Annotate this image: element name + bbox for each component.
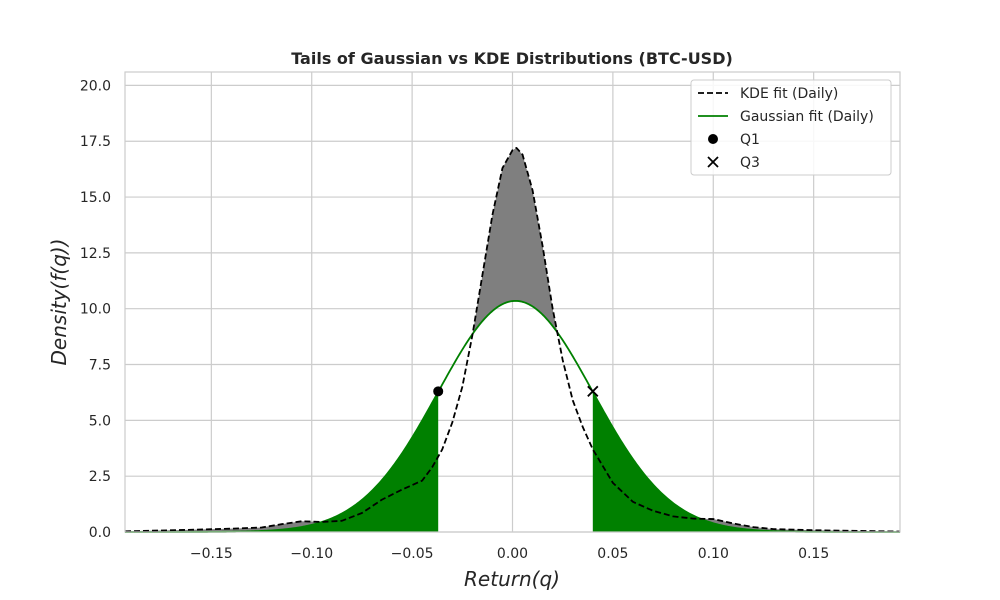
x-tick-label: 0.00 bbox=[497, 546, 528, 562]
series-lines bbox=[124, 147, 901, 533]
q3-marker bbox=[587, 385, 599, 397]
x-tick-label: −0.10 bbox=[290, 546, 333, 562]
legend-box bbox=[690, 79, 892, 176]
x-tick-label: 0.15 bbox=[798, 546, 829, 562]
legend-label: KDE fit (Daily) bbox=[740, 86, 838, 102]
quartile-markers bbox=[433, 385, 599, 397]
legend-q3: Q3 bbox=[707, 155, 760, 171]
x-tick-label: −0.15 bbox=[190, 546, 233, 562]
y-axis-label: Density(f(q)) bbox=[47, 239, 71, 366]
y-tick-label: 15.0 bbox=[80, 190, 111, 206]
x-axis-label: Return(q) bbox=[464, 567, 560, 591]
y-tick-label: 2.5 bbox=[89, 469, 111, 485]
legend-kde: KDE fit (Daily) bbox=[698, 86, 838, 102]
y-tick-label: 7.5 bbox=[89, 358, 111, 374]
plot-frame bbox=[124, 71, 901, 533]
legend-gaussian: Gaussian fit (Daily) bbox=[698, 109, 874, 125]
legend-label: Q3 bbox=[740, 155, 760, 171]
legend-label: Q1 bbox=[740, 132, 760, 148]
chart-title: Tails of Gaussian vs KDE Distributions (… bbox=[291, 49, 733, 68]
gaussian-fit-line bbox=[125, 299, 900, 533]
y-tick-label: 12.5 bbox=[80, 246, 111, 262]
legend: KDE fit (Daily) Gaussian fit (Daily) Q1 Q3 bbox=[690, 79, 892, 176]
legend-q1: Q1 bbox=[708, 132, 760, 148]
x-tick-label: 0.10 bbox=[698, 546, 729, 562]
left-tail-fill bbox=[125, 391, 439, 532]
right-tail-fill bbox=[592, 391, 900, 532]
y-tick-label: 0.0 bbox=[89, 525, 111, 541]
tail-fills bbox=[125, 148, 900, 532]
q1-marker bbox=[433, 386, 444, 397]
x-tick-labels: −0.15 −0.10 −0.05 0.00 0.05 0.10 0.15 bbox=[190, 546, 829, 562]
x-tick-label: −0.05 bbox=[391, 546, 434, 562]
legend-label: Gaussian fit (Daily) bbox=[740, 109, 874, 125]
y-tick-labels: 0.0 2.5 5.0 7.5 10.0 12.5 15.0 17.5 20.0 bbox=[80, 78, 111, 541]
y-tick-label: 20.0 bbox=[80, 78, 111, 94]
kde-excess-fill bbox=[125, 148, 900, 532]
x-tick-label: 0.05 bbox=[597, 546, 628, 562]
y-tick-label: 10.0 bbox=[80, 302, 111, 318]
y-tick-label: 17.5 bbox=[80, 134, 111, 150]
kde-fit-line bbox=[124, 147, 901, 533]
y-tick-label: 5.0 bbox=[89, 413, 111, 429]
